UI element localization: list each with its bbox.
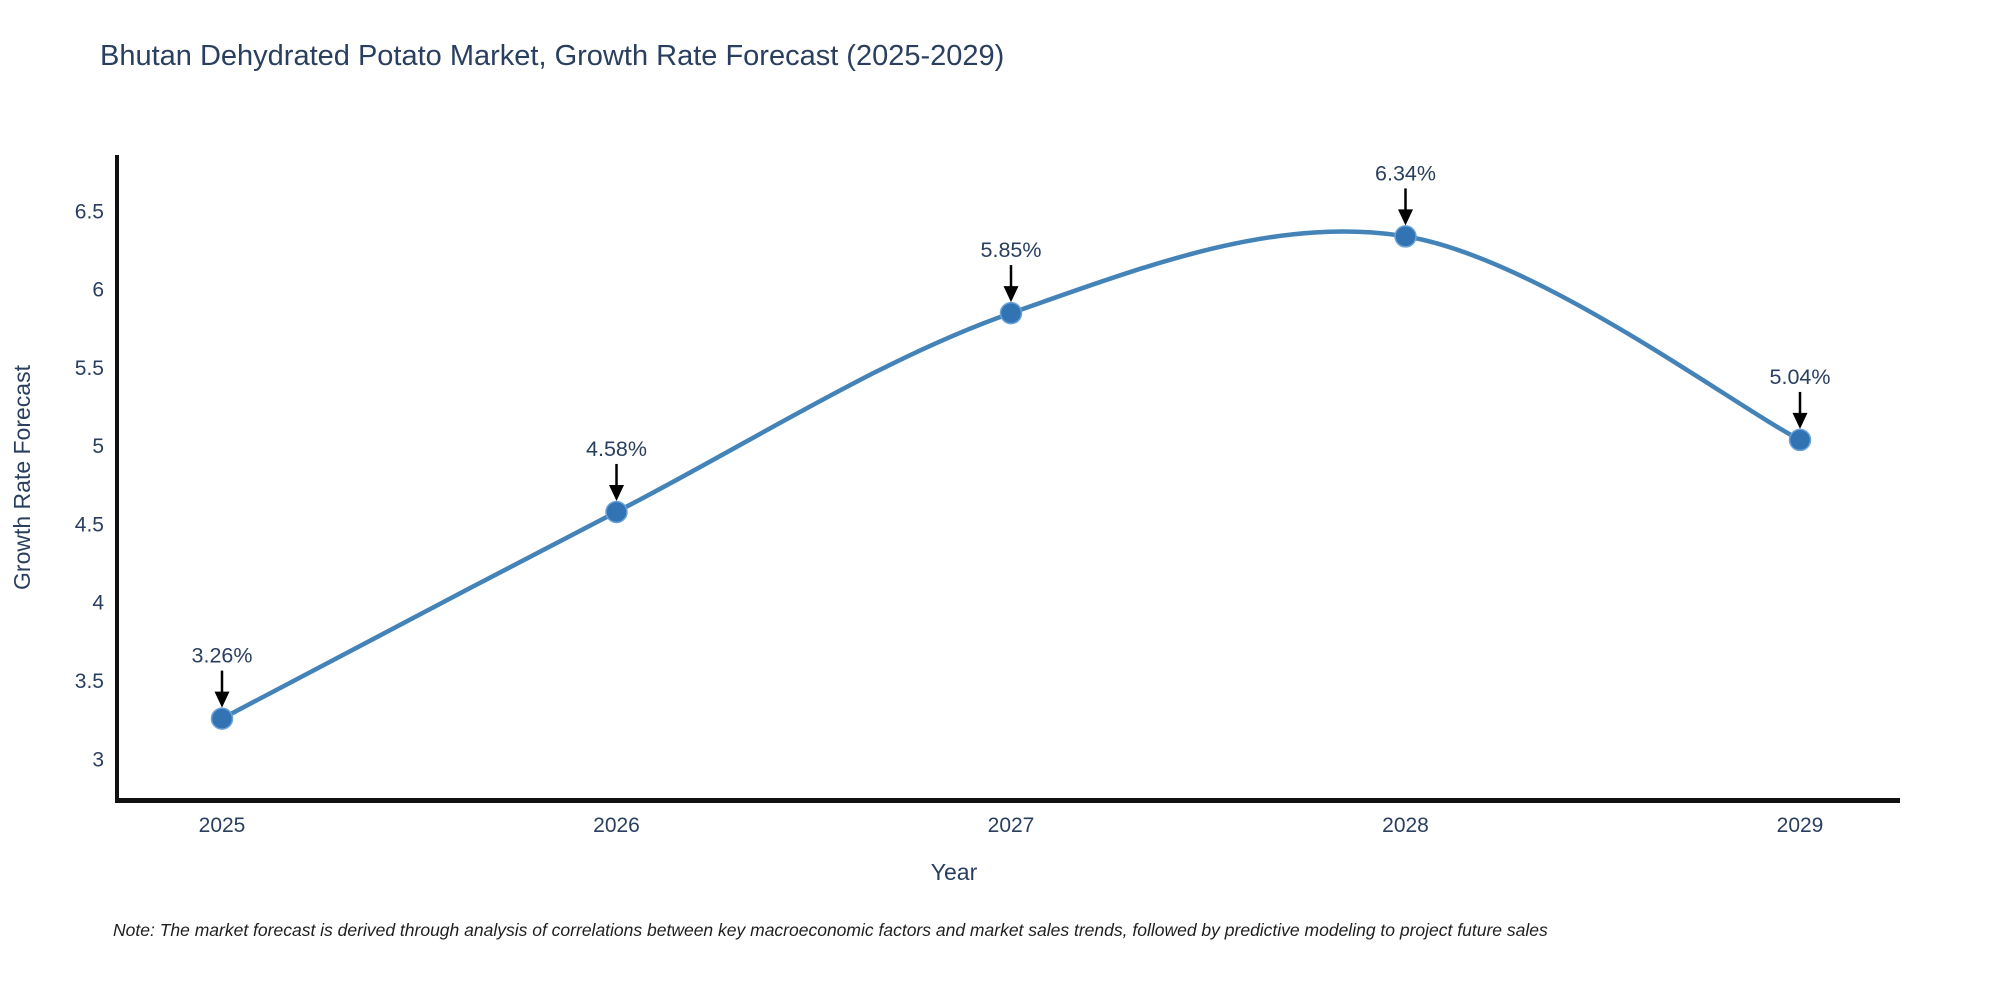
- annotation-arrow-head: [1792, 412, 1808, 429]
- x-tick-label: 2029: [1777, 814, 1824, 837]
- y-tick-label: 3: [92, 748, 104, 771]
- data-point-label: 5.85%: [981, 238, 1042, 262]
- annotation-arrow-shaft: [1798, 391, 1802, 414]
- data-point-marker: [605, 500, 628, 524]
- data-point-marker: [1394, 225, 1417, 248]
- y-tick-label: 3.5: [75, 670, 104, 693]
- data-point-label: 3.26%: [192, 644, 253, 668]
- x-tick-label: 2028: [1382, 814, 1429, 837]
- footnote: Note: The market forecast is derived thr…: [113, 920, 1548, 940]
- x-axis-line: [115, 798, 1900, 803]
- y-axis-title: Growth Rate Forecast: [9, 364, 35, 590]
- y-axis-line: [115, 155, 119, 803]
- annotation-arrow-shaft: [615, 463, 618, 486]
- data-point-label: 4.58%: [586, 437, 647, 461]
- y-tick-label: 5.5: [75, 357, 104, 380]
- data-point-marker: [999, 301, 1023, 325]
- data-point-marker: [1788, 428, 1812, 452]
- annotation-arrow-shaft: [1009, 265, 1013, 288]
- x-tick-label: 2026: [593, 814, 640, 837]
- data-point-marker: [210, 707, 234, 730]
- data-point-label: 5.04%: [1770, 365, 1831, 389]
- annotation-arrow-head: [1003, 286, 1019, 303]
- y-tick-label: 4: [92, 592, 104, 615]
- annotation-arrow-head: [1398, 209, 1413, 226]
- annotation-arrow-shaft: [220, 670, 224, 693]
- x-tick-label: 2025: [199, 814, 246, 837]
- x-tick-label: 2027: [988, 814, 1035, 837]
- annotation-arrow-shaft: [1404, 188, 1407, 211]
- y-tick-label: 6.5: [75, 200, 104, 223]
- x-axis-title: Year: [931, 859, 978, 885]
- annotation-arrow-head: [609, 484, 624, 501]
- chart-title: Bhutan Dehydrated Potato Market, Growth …: [100, 40, 1005, 72]
- data-point-label: 6.34%: [1375, 161, 1436, 185]
- y-tick-label: 5: [92, 435, 104, 458]
- y-tick-label: 4.5: [75, 513, 104, 536]
- annotation-arrow-head: [214, 691, 230, 708]
- y-tick-label: 6: [92, 279, 104, 302]
